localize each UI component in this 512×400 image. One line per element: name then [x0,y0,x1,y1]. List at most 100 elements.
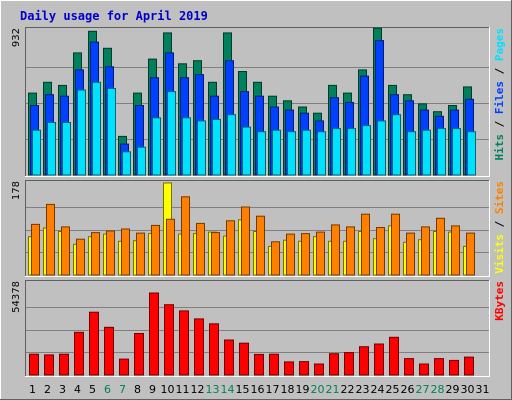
bar-sites-day-7 [121,228,130,276]
x-tick-day-27: 27 [416,383,430,396]
bar-kbytes-day-8 [134,333,144,376]
bar-kbytes-day-19 [299,361,309,376]
bar-pages-day-17 [272,129,281,176]
bar-pages-day-24 [377,120,386,176]
bar-pages-day-16 [257,131,266,176]
bar-kbytes-day-24 [374,343,384,376]
bar-kbytes-day-3 [59,353,69,376]
bar-sites-day-9 [151,224,160,276]
bar-sites-day-4 [76,238,85,276]
bar-pages-day-27 [422,129,431,176]
bar-sites-day-3 [61,226,70,276]
x-tick-day-25: 25 [386,383,400,396]
bar-pages-day-7 [122,151,131,176]
bar-kbytes-day-27 [419,363,429,376]
bar-kbytes-day-15 [239,342,249,376]
bar-sites-day-21 [331,224,340,276]
bar-pages-day-1 [32,129,41,176]
bar-sites-day-2 [46,203,55,276]
bar-sites-day-23 [361,213,370,276]
bar-sites-day-11 [181,196,190,276]
legend-hits: Hits [493,134,506,161]
bar-pages-day-9 [152,117,161,176]
bar-kbytes-day-23 [359,346,369,376]
x-tick-day-6: 6 [104,383,111,396]
bar-pages-day-29 [452,128,461,176]
bar-sites-day-16 [256,215,265,276]
x-tick-day-9: 9 [149,383,156,396]
legend-separator: / [493,61,506,81]
bar-sites-day-27 [421,226,430,276]
x-tick-day-10: 10 [161,383,175,396]
bar-pages-day-20 [317,131,326,176]
x-tick-day-7: 7 [119,383,126,396]
x-tick-day-20: 20 [311,383,325,396]
panel-legend: Hits / Files / Pages [493,28,506,161]
bar-sites-day-18 [286,233,295,276]
bar-sites-day-22 [346,226,355,276]
x-tick-day-4: 4 [74,383,81,396]
panel-2: 178 Visits / Sites [11,180,506,277]
x-tick-day-24: 24 [371,383,385,396]
bar-kbytes-day-6 [104,326,114,376]
x-tick-day-18: 18 [281,383,295,396]
x-tick-day-22: 22 [341,383,355,396]
bar-kbytes-day-20 [314,363,324,376]
panel-1: 932 Hits / Files / Pages [11,27,506,177]
series-kbytes [29,292,474,376]
bar-kbytes-day-2 [44,354,54,376]
chart-panels: 932 Hits / Files / Pages 178 Visits / Sites… [11,27,506,377]
bar-pages-day-3 [62,122,71,176]
bar-kbytes-day-1 [29,353,39,376]
bar-sites-day-1 [31,223,40,276]
bar-pages-day-6 [107,88,116,176]
bar-sites-day-29 [451,225,460,276]
bar-pages-day-25 [392,114,401,176]
bar-sites-day-6 [106,230,115,276]
bar-pages-day-2 [47,122,56,176]
x-tick-day-3: 3 [59,383,66,396]
x-tick-day-5: 5 [89,383,96,396]
bar-kbytes-day-29 [449,359,459,376]
bar-kbytes-day-4 [74,331,84,376]
bar-sites-day-28 [436,217,445,276]
bar-sites-day-8 [136,232,145,276]
bar-kbytes-day-9 [149,292,159,376]
bar-sites-day-30 [466,232,475,276]
x-tick-day-21: 21 [326,383,340,396]
bar-kbytes-day-22 [344,352,354,376]
bar-kbytes-day-30 [464,356,474,376]
bar-sites-day-15 [241,206,250,276]
legend-sites: Sites [493,181,506,214]
x-axis-labels: 1 2 3 4 5 6 7 8 9 10 11 12 13 14 15 16 17 18 19 20 21 22 23 24 2… [29,383,490,396]
bar-kbytes-day-21 [329,353,339,376]
x-tick-day-13: 13 [206,383,220,396]
bar-kbytes-day-18 [284,361,294,376]
bar-sites-day-26 [406,232,415,276]
chart-title: Daily usage for April 2019 [20,9,208,23]
x-tick-day-26: 26 [401,383,415,396]
bar-pages-day-26 [407,131,416,176]
panel-3: 54378 KBytes [11,280,506,377]
bar-pages-day-19 [302,129,311,176]
x-tick-day-28: 28 [431,383,445,396]
bar-pages-day-13 [212,118,221,176]
bar-sites-day-10 [166,218,175,276]
bar-kbytes-day-11 [179,310,189,376]
bar-pages-day-21 [332,128,341,176]
series-pages [32,81,476,176]
bar-kbytes-day-26 [404,358,414,376]
x-tick-day-8: 8 [134,383,141,396]
bar-sites-day-20 [316,231,325,276]
bar-pages-day-8 [137,146,146,176]
bar-sites-day-5 [91,232,100,276]
bar-kbytes-day-17 [269,353,279,376]
legend-files: Files [493,81,506,114]
bar-kbytes-day-12 [194,318,204,376]
bar-pages-day-5 [92,81,101,176]
bar-pages-day-18 [287,131,296,176]
bar-pages-day-15 [242,126,251,176]
bar-kbytes-day-13 [209,323,219,376]
x-tick-day-2: 2 [44,383,51,396]
